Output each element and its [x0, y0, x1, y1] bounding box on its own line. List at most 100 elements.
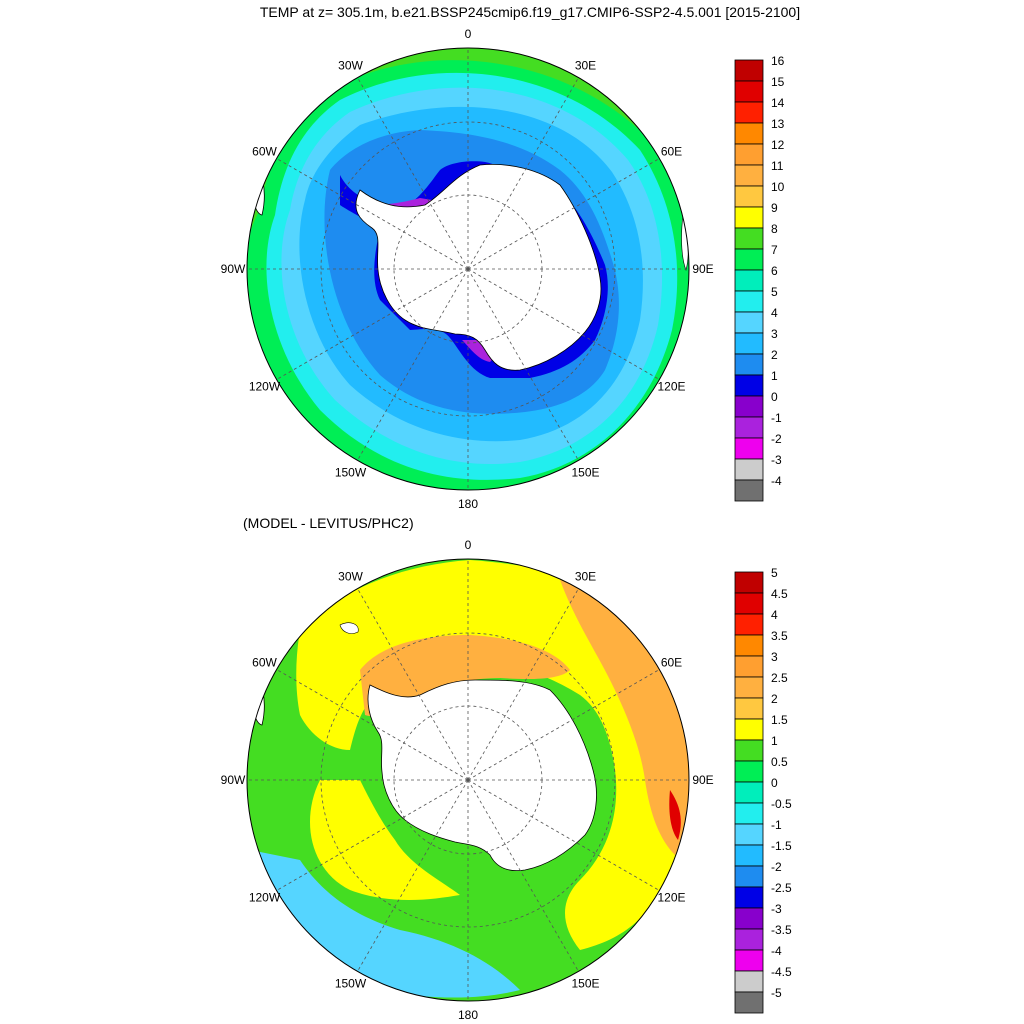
colorbar-tick-label: -3.5	[771, 923, 792, 937]
colorbar-swatch	[734, 844, 764, 867]
colorbar-tick-label: 0	[771, 390, 778, 404]
longitude-line	[276, 158, 469, 270]
colorbar-swatch	[734, 290, 764, 313]
longitude-label: 0	[465, 538, 472, 552]
colorbar-tick-label: 3.5	[771, 629, 788, 643]
bottom-polar-map: 0 30E 60E 90E 120E 150E 180 150W 120W 90W 60W 30W 5…	[221, 538, 792, 1020]
colorbar-tick-label: 2	[771, 692, 778, 706]
colorbar-swatch	[734, 269, 764, 292]
longitude-label: 30W	[338, 570, 363, 584]
colorbar-swatch	[734, 781, 764, 804]
field-band-2-5-east	[560, 580, 689, 855]
map-border	[246, 47, 690, 491]
longitude-label: 60E	[661, 145, 682, 159]
colorbar-tick-label: -0.5	[771, 797, 792, 811]
colorbar-tick-label: 4	[771, 306, 778, 320]
longitude-line	[467, 158, 660, 270]
colorbar-swatch	[734, 991, 764, 1014]
longitude-label: 90E	[692, 262, 713, 276]
colorbar-tick-label: 11	[771, 159, 784, 173]
longitude-label: 180	[458, 497, 478, 511]
longitude-label: 120E	[657, 891, 685, 905]
longitude-label: 120E	[657, 380, 685, 394]
colorbar-swatch	[734, 185, 764, 208]
longitude-label: 90W	[221, 262, 246, 276]
longitude-line	[467, 268, 579, 461]
colorbar-swatch	[734, 416, 764, 439]
colorbar-swatch	[734, 353, 764, 376]
colorbar-tick-label: -1	[771, 818, 782, 832]
colorbar-tick-label: 3	[771, 650, 778, 664]
longitude-label: 30E	[575, 59, 596, 73]
longitude-label: 0	[465, 27, 472, 41]
colorbar-swatch	[734, 886, 764, 909]
top-map-title: TEMP at z= 305.1m, b.e21.BSSP245cmip6.f1…	[259, 4, 801, 20]
colorbar-tick-label: -5	[771, 986, 782, 1000]
colorbar-swatch	[734, 101, 764, 124]
colorbar-tick-label: 8	[771, 222, 778, 236]
bottom-map-title: (MODEL - LEVITUS/PHC2)	[243, 515, 414, 531]
colorbar-swatch	[734, 907, 764, 930]
colorbar-tick-label: 4.5	[771, 587, 788, 601]
colorbar-tick-label: 7	[771, 243, 778, 257]
colorbar-swatch	[734, 122, 764, 145]
colorbar-tick-label: 14	[771, 96, 785, 110]
longitude-line	[467, 669, 660, 781]
colorbar-tick-label: 5	[771, 285, 778, 299]
colorbar-tick-label: 9	[771, 201, 778, 215]
colorbar-tick-label: -3	[771, 453, 782, 467]
colorbar-swatch	[734, 928, 764, 951]
field-band-neg1	[250, 850, 520, 998]
longitude-line	[467, 77, 579, 270]
colorbar-tick-label: 15	[771, 75, 785, 89]
colorbar-tick-label: 3	[771, 327, 778, 341]
colorbar-tick-label: -2	[771, 860, 782, 874]
colorbar-swatch	[734, 458, 764, 481]
colorbar-swatch	[734, 80, 764, 103]
antarctica-landmass	[355, 164, 602, 371]
colorbar-swatch	[734, 613, 764, 636]
colorbar-swatch	[734, 592, 764, 615]
colorbar-swatch	[734, 143, 764, 166]
colorbar-tick-label: 12	[771, 138, 785, 152]
longitude-label: 30W	[338, 59, 363, 73]
colorbar-tick-label: 16	[771, 54, 785, 68]
colorbar-swatch	[734, 970, 764, 993]
colorbar-swatch	[734, 332, 764, 355]
colorbar-swatch	[734, 697, 764, 720]
map-border	[246, 558, 690, 1002]
colorbar-tick-label: 10	[771, 180, 785, 194]
longitude-line	[276, 669, 469, 781]
colorbar-tick-label: 5	[771, 566, 778, 580]
south-america-landmass	[249, 148, 265, 216]
colorbar-tick-label: -2	[771, 432, 782, 446]
colorbar-swatch	[734, 59, 764, 82]
longitude-line	[467, 779, 579, 972]
colorbar-tick-label: 0.5	[771, 755, 788, 769]
colorbar-tick-label: -4	[771, 944, 782, 958]
colorbar-swatch	[734, 571, 764, 594]
colorbar-tick-label: 1	[771, 734, 778, 748]
colorbar-tick-label: 2.5	[771, 671, 788, 685]
longitude-label: 120W	[249, 891, 281, 905]
colorbar-swatch	[734, 676, 764, 699]
longitude-label: 120W	[249, 380, 281, 394]
field-band-4-5-east	[669, 790, 681, 840]
longitude-label: 150E	[571, 466, 599, 480]
colorbar-tick-label: 13	[771, 117, 785, 131]
colorbar-swatch	[734, 395, 764, 418]
colorbar-swatch	[734, 248, 764, 271]
colorbar-tick-label: 4	[771, 608, 778, 622]
colorbar-swatch	[734, 374, 764, 397]
colorbar-swatch	[734, 227, 764, 250]
colorbar-tick-label: -4.5	[771, 965, 792, 979]
longitude-line	[467, 779, 660, 891]
longitude-label: 30E	[575, 570, 596, 584]
longitude-label: 90W	[221, 773, 246, 787]
longitude-label: 150W	[335, 466, 367, 480]
colorbar-swatch	[734, 479, 764, 502]
colorbar-tick-label: 2	[771, 348, 778, 362]
colorbar-swatch	[734, 437, 764, 460]
